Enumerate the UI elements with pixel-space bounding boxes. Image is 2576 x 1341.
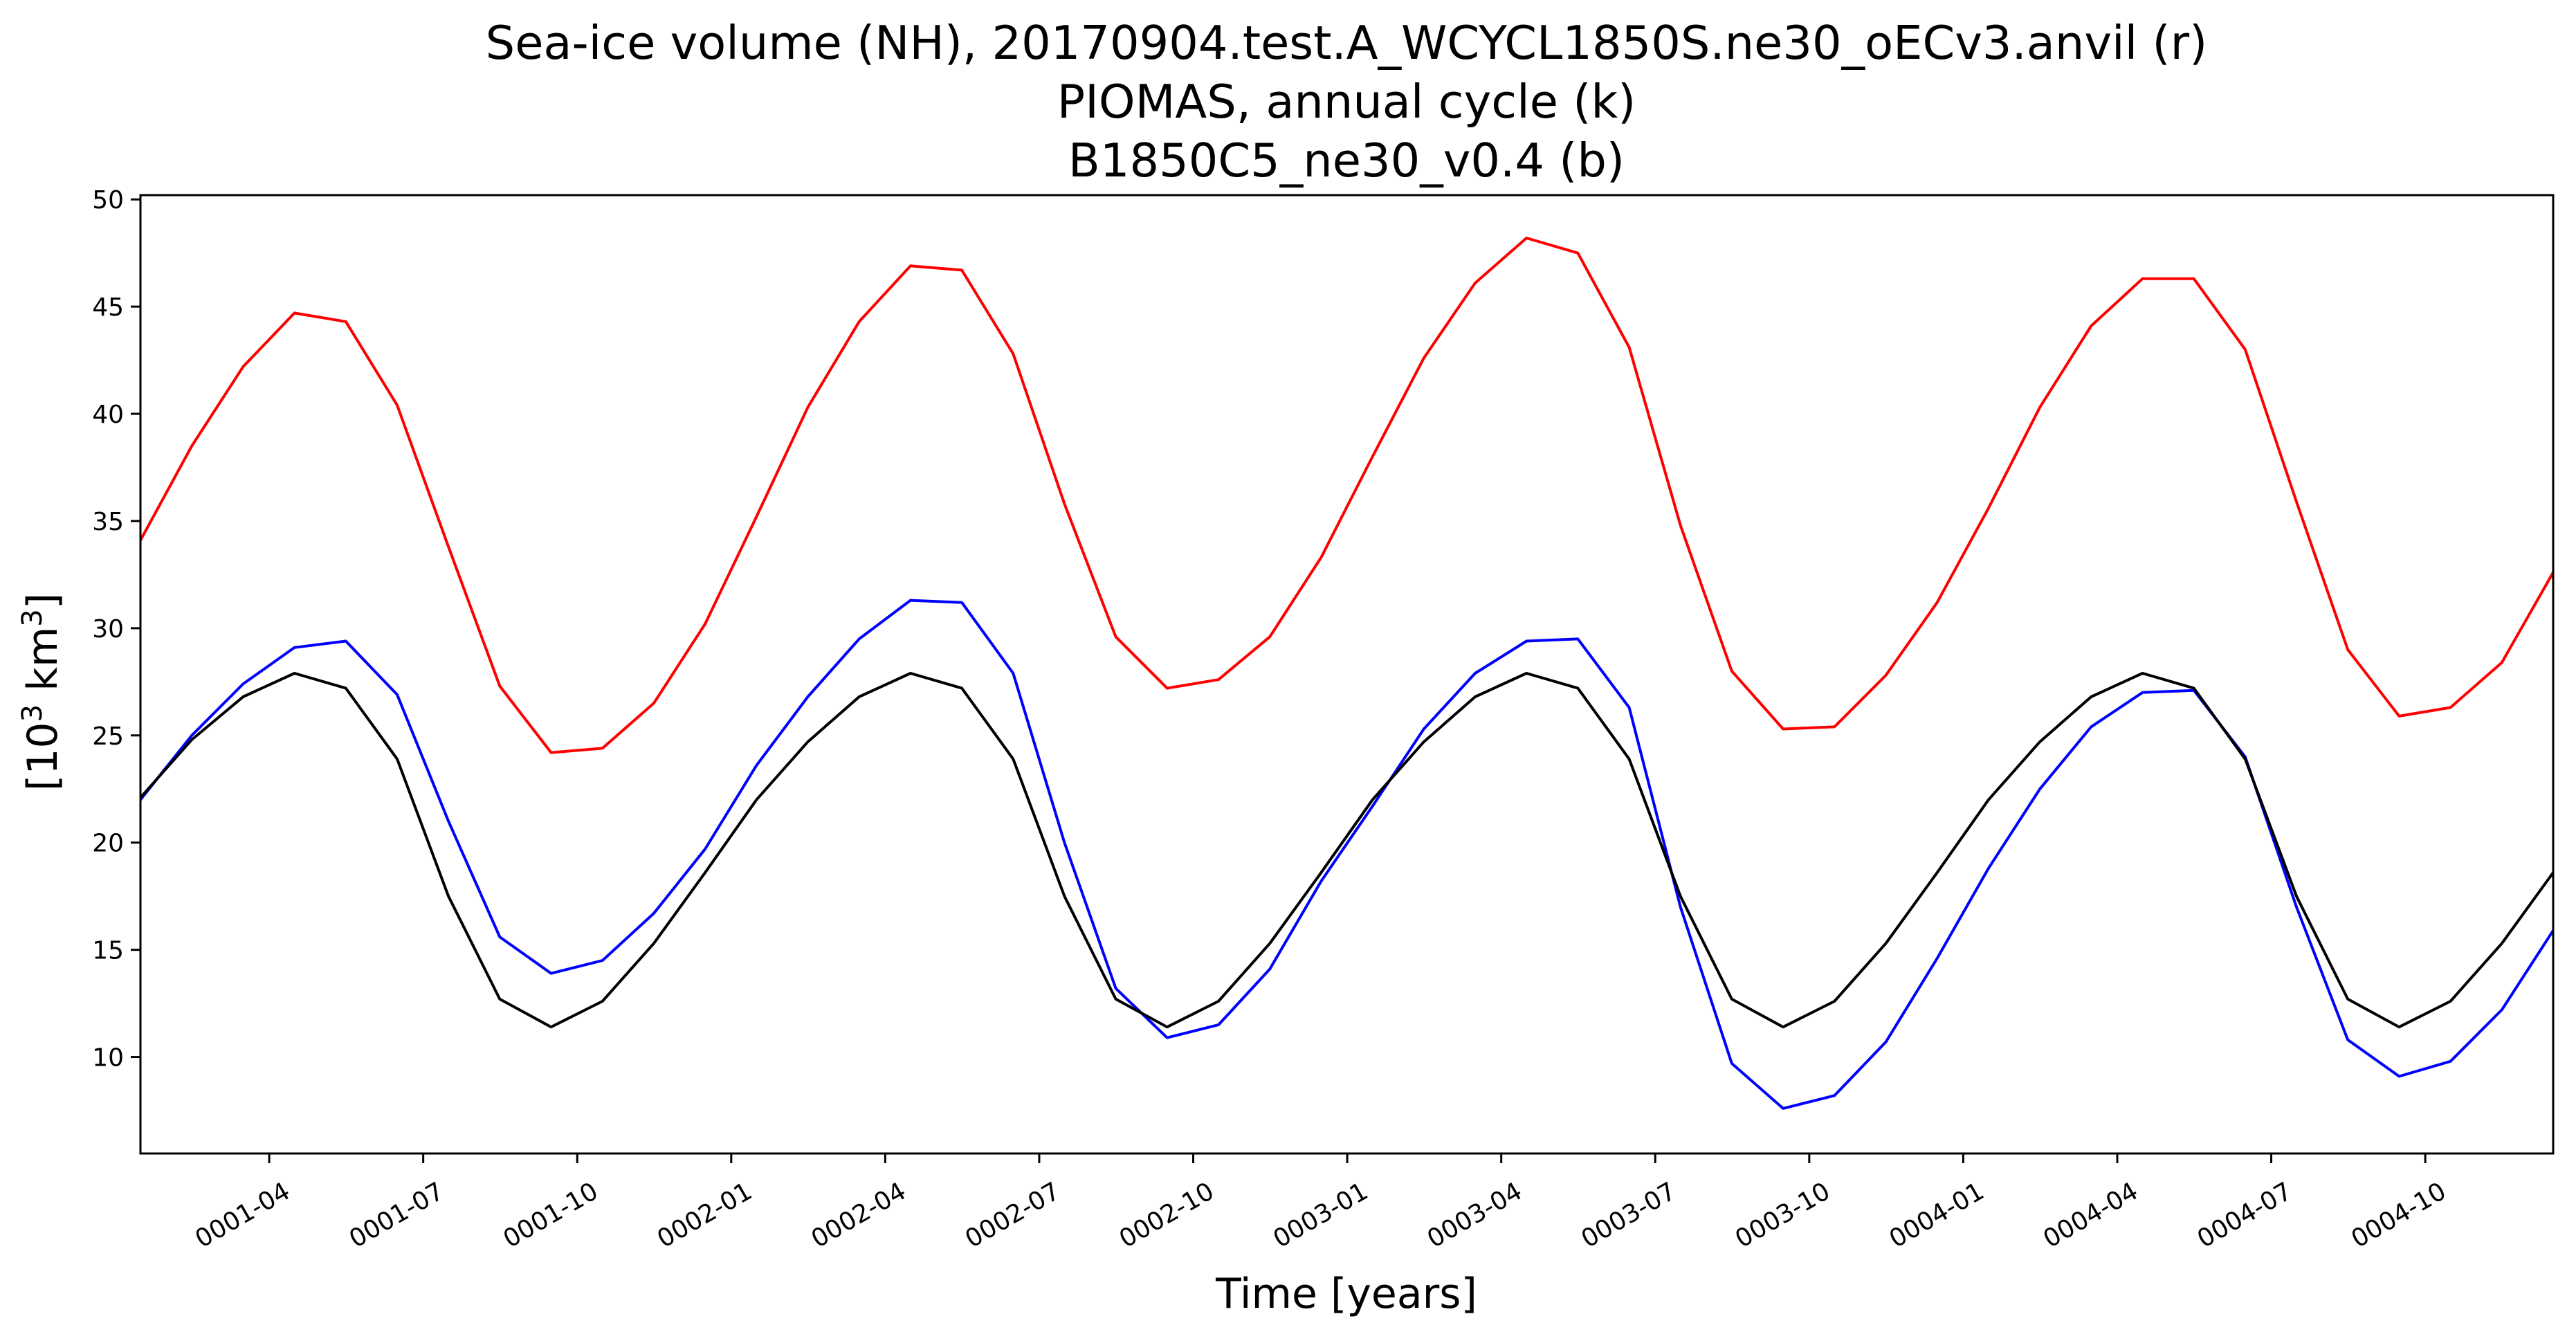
x-tick-label: 0001-07 <box>345 1177 449 1254</box>
plot-frame <box>139 194 2555 1155</box>
y-tick-label: 45 <box>92 293 124 322</box>
chart-title-line-3: B1850C5_ne30_v0.4 (b) <box>1068 134 1625 188</box>
y-axis-label-sup-2: 3 <box>17 609 48 626</box>
series-line-1 <box>139 237 2555 754</box>
y-axis-ticks: 10 15 20 25 30 35 40 45 50 <box>92 186 140 1073</box>
x-tick-label: 0002-07 <box>960 1177 1065 1254</box>
y-axis-label-sup-1: 3 <box>17 704 48 722</box>
x-tick-label: 0002-01 <box>652 1177 757 1254</box>
y-tick-label: 40 <box>92 401 124 429</box>
x-axis-ticks: 0001-04 0001-07 0001-10 0002-01 0002-04 0002-… <box>190 1153 2451 1254</box>
y-tick-label: 50 <box>92 186 124 215</box>
x-tick-label: 0004-07 <box>2193 1177 2297 1254</box>
x-tick-label: 0003-04 <box>1423 1177 1527 1254</box>
y-axis-label-end: ] <box>19 593 67 609</box>
chart-title: Sea-ice volume (NH), 20170904.test.A_WCY… <box>486 16 2208 188</box>
y-tick-label: 10 <box>92 1044 124 1073</box>
x-tick-label: 0001-04 <box>190 1177 295 1254</box>
y-axis-label: [103 km3] <box>17 593 67 791</box>
x-tick-label: 0004-10 <box>2346 1177 2451 1254</box>
x-tick-label: 0002-04 <box>807 1177 911 1254</box>
chart-title-line-1: Sea-ice volume (NH), 20170904.test.A_WCY… <box>486 16 2208 70</box>
x-tick-label: 0003-10 <box>1730 1177 1835 1254</box>
y-tick-label: 25 <box>92 722 124 751</box>
x-tick-label: 0002-10 <box>1115 1177 1219 1254</box>
y-axis-label-base: [10 <box>19 722 67 791</box>
y-axis-label-mid: km <box>19 627 67 704</box>
x-tick-label: 0003-07 <box>1577 1177 1681 1254</box>
x-axis-label: Time [years] <box>1215 1270 1477 1318</box>
y-tick-label: 35 <box>92 508 124 536</box>
x-tick-label: 0004-01 <box>1885 1177 1989 1254</box>
series-lines <box>139 237 2555 1110</box>
x-tick-label: 0004-04 <box>2038 1177 2143 1254</box>
x-tick-label: 0001-10 <box>499 1177 603 1254</box>
series-line-2 <box>139 599 2555 1110</box>
y-tick-label: 15 <box>92 937 124 965</box>
y-tick-label: 30 <box>92 615 124 644</box>
x-tick-label: 0003-01 <box>1268 1177 1373 1254</box>
chart-title-line-2: PIOMAS, annual cycle (k) <box>1057 75 1636 129</box>
y-tick-label: 20 <box>92 830 124 858</box>
series-line-3 <box>139 672 2555 1029</box>
